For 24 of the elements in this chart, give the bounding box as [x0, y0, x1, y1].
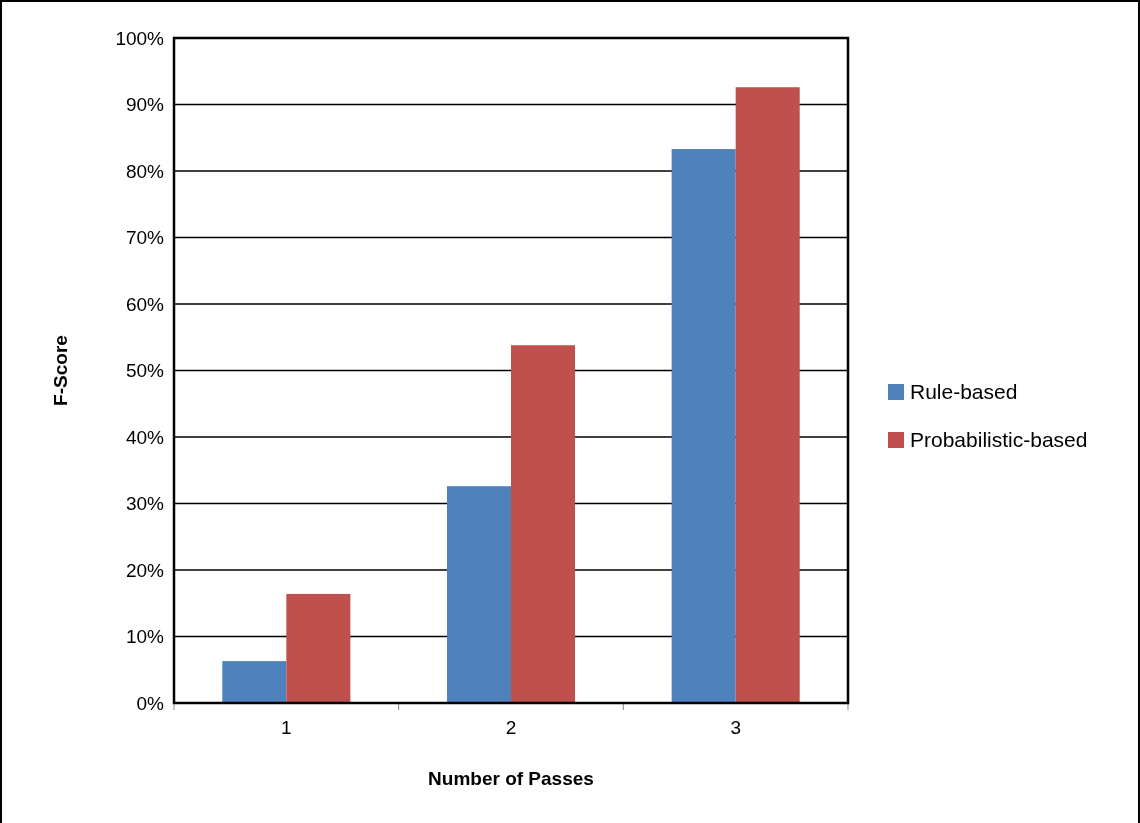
- bar: [735, 87, 800, 703]
- bar: [511, 345, 576, 703]
- y-tick-label: 30%: [125, 493, 165, 515]
- y-tick-label: 10%: [125, 626, 165, 648]
- y-tick-label: 60%: [125, 293, 165, 315]
- y-tick-label: 90%: [125, 94, 165, 116]
- y-tick-label: 100%: [115, 27, 165, 49]
- y-tick-label: 50%: [125, 360, 165, 382]
- bar: [286, 593, 351, 703]
- y-tick-label: 20%: [125, 559, 165, 581]
- bar: [222, 661, 287, 703]
- legend-label: Probabilistic-based: [910, 428, 1088, 451]
- y-tick-label: 0%: [136, 692, 165, 714]
- legend-label: Rule-based: [910, 380, 1018, 403]
- x-axis-title: Number of Passes: [428, 768, 594, 789]
- x-tick-label: 3: [730, 717, 741, 739]
- bar: [446, 486, 511, 703]
- bar: [671, 149, 736, 703]
- y-axis-title: F-Score: [50, 335, 71, 406]
- x-tick-label: 2: [505, 717, 517, 739]
- x-tick-label: 1: [281, 717, 292, 739]
- y-tick-label: 80%: [125, 160, 165, 182]
- y-tick-label: 70%: [125, 227, 165, 249]
- y-tick-label: 40%: [125, 426, 165, 448]
